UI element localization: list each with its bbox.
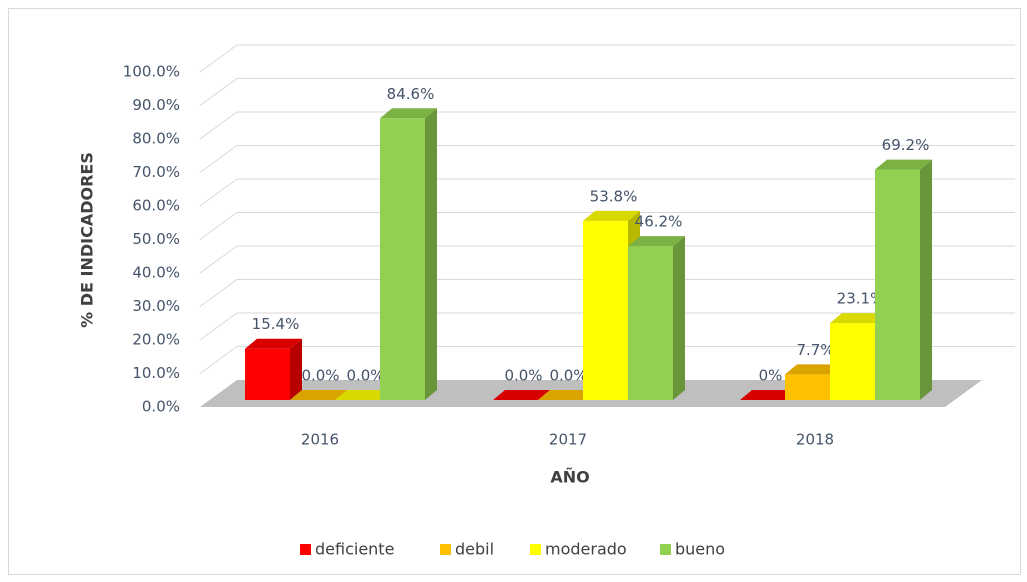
bar-front <box>380 118 425 401</box>
bar-top <box>785 364 842 375</box>
bar <box>875 159 932 400</box>
data-label: 69.2% <box>882 136 930 154</box>
data-label: 0.0% <box>301 367 339 385</box>
bar-top <box>875 159 932 170</box>
bar-side <box>290 338 302 400</box>
bar-top <box>538 390 595 400</box>
y-tick-label: 100.0% <box>123 63 180 81</box>
bar-top <box>245 338 302 349</box>
chart-frame <box>8 8 1021 575</box>
bar-top <box>740 390 797 400</box>
grid-line <box>199 212 1015 240</box>
data-label: 15.4% <box>252 315 300 333</box>
data-label: 0.0% <box>549 367 587 385</box>
x-tick-label: 2018 <box>796 431 834 449</box>
legend-swatch <box>440 544 451 555</box>
bar-top <box>335 390 392 400</box>
data-label: 46.2% <box>635 213 683 231</box>
bar <box>628 236 685 400</box>
legend-label: deficiente <box>315 540 394 559</box>
bar <box>493 390 550 400</box>
bar-top <box>830 313 887 324</box>
grid-line <box>199 245 1015 274</box>
y-tick-label: 40.0% <box>132 264 180 282</box>
grid-line <box>199 178 1015 207</box>
legend-swatch <box>300 544 311 555</box>
bar <box>245 338 302 400</box>
bar-side <box>920 159 932 400</box>
bar-front <box>628 246 673 400</box>
grid-line <box>199 312 1015 341</box>
data-label: 53.8% <box>590 187 638 205</box>
legend-swatch <box>660 544 671 555</box>
bar <box>380 108 437 401</box>
grid-line <box>199 78 1015 106</box>
bar <box>290 390 347 400</box>
bar-side <box>673 236 685 400</box>
bar-front <box>245 348 290 400</box>
bar <box>740 390 797 400</box>
bar-top <box>628 236 685 247</box>
y-tick-label: 90.0% <box>132 96 180 114</box>
x-tick-label: 2017 <box>549 431 587 449</box>
y-tick-label: 30.0% <box>132 297 180 315</box>
legend-label: bueno <box>675 540 725 559</box>
grid-line <box>199 279 1015 307</box>
bar-top <box>290 390 347 400</box>
grid-line <box>199 111 1015 140</box>
bar-top <box>583 210 640 221</box>
bar-front <box>785 374 830 400</box>
y-tick-label: 70.0% <box>132 163 180 181</box>
data-label: 0% <box>759 367 783 385</box>
data-label: 0.0% <box>504 367 542 385</box>
y-tick-label: 10.0% <box>132 364 180 382</box>
data-label: 23.1% <box>837 290 885 308</box>
x-axis-title: AÑO <box>550 468 589 487</box>
legend-swatch <box>530 544 541 555</box>
grid-line <box>199 346 1015 374</box>
y-tick-label: 80.0% <box>132 130 180 148</box>
y-tick-label: 20.0% <box>132 331 180 349</box>
y-axis-title: % DE INDICADORES <box>78 152 97 328</box>
bar <box>335 390 392 400</box>
y-tick-label: 0.0% <box>142 398 180 416</box>
bar-front <box>583 220 628 400</box>
bar-front <box>830 323 875 400</box>
y-tick-label: 60.0% <box>132 197 180 215</box>
bar-top <box>493 390 550 400</box>
data-label: 7.7% <box>796 341 834 359</box>
y-tick-label: 50.0% <box>132 230 180 248</box>
data-label: 84.6% <box>387 85 435 103</box>
bar-top <box>380 108 437 119</box>
bar <box>830 313 887 400</box>
bar-front <box>875 169 920 400</box>
grid-line <box>199 44 1015 73</box>
data-label: 0.0% <box>346 367 384 385</box>
x-tick-label: 2016 <box>301 431 339 449</box>
grid-line <box>199 145 1015 173</box>
legend-label: debil <box>455 540 494 559</box>
bar <box>538 390 595 400</box>
bar-side <box>425 108 437 401</box>
legend-label: moderado <box>545 540 627 559</box>
